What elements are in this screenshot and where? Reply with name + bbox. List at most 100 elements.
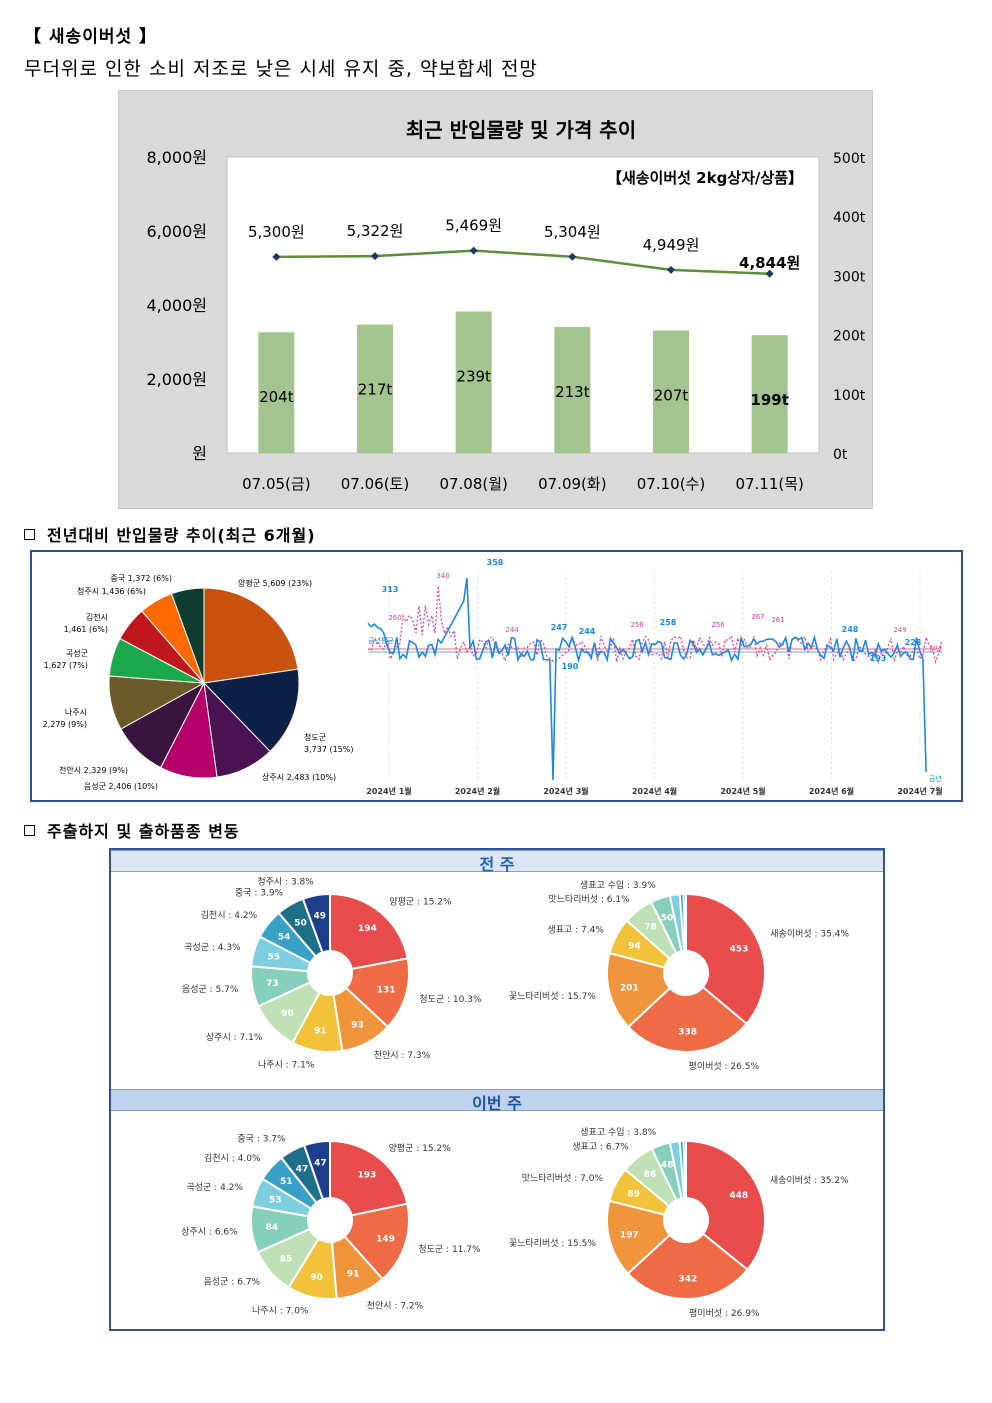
x-axis-tick: 2024년 4월 — [632, 786, 677, 796]
pie-label: 청도군 — [304, 733, 326, 742]
x-axis-tick: 2024년 1월 — [366, 786, 411, 796]
this-week-band: 이번 주 — [111, 1089, 883, 1113]
yearly-comparison-panel: 양평군 5,609 (23%) 청도군 3,737 (15%) 상주시 2,483 (… — [30, 550, 963, 802]
price-label: 5,469원 — [445, 217, 502, 235]
origin-change-heading: 주출하지 및 출하품종 변동 — [24, 818, 240, 842]
volume-trend-heading: 전년대비 반입물량 추이(최근 6개월) — [24, 522, 316, 546]
donut-label: 청도군 : 11.7% — [418, 1244, 481, 1255]
volume-bar — [455, 311, 492, 453]
donut-label: 청도군 : 10.3% — [419, 994, 482, 1005]
donut-label: 맛느타리버섯 : 6.1% — [548, 894, 630, 905]
price-volume-chart-svg: 최근 반입물량 및 가격 추이 【새송이버섯 2kg상자/상품】 8,000원 6… — [146, 118, 866, 493]
donut-value: 448 — [729, 1191, 748, 1201]
price-label: 4,844원 — [739, 254, 800, 272]
donut-value: 93 — [351, 1021, 364, 1031]
donut-value: 89 — [628, 1190, 641, 1200]
donut-label: 천안시 : 7.2% — [367, 1300, 424, 1311]
donut-value: 342 — [679, 1274, 698, 1284]
pie-label: 중국 1,372 (6%) — [110, 574, 172, 583]
pie-label: 곡성군 — [66, 649, 88, 658]
donut-value: 78 — [644, 922, 657, 932]
donut-slice — [302, 1139, 331, 1201]
legend-this-year: 금년 — [929, 774, 942, 783]
donut-value: 73 — [266, 979, 279, 989]
pie-label: 1,461 (6%) — [64, 625, 108, 634]
this-year-annotation: 190 — [562, 662, 579, 671]
left-axis-tick: 8,000원 — [146, 148, 207, 167]
donut-slice — [682, 892, 687, 953]
pie-label: 2,279 (9%) — [43, 720, 87, 729]
donut-value: 47 — [314, 1158, 327, 1168]
donut-value: 194 — [358, 924, 377, 934]
section-title: 【 새송이버섯 】 — [24, 27, 158, 47]
x-axis-tick: 2024년 3월 — [543, 786, 588, 796]
donut-slice — [329, 1139, 409, 1217]
this-year-annotation: 258 — [660, 618, 677, 627]
donut-label: 생표고 : 7.4% — [547, 924, 604, 935]
donut-value: 91 — [314, 1027, 327, 1037]
this-year-annotation: 358 — [487, 558, 504, 567]
this-year-annotation: 193 — [870, 654, 887, 663]
left-axis-tick: 6,000원 — [146, 222, 207, 241]
volume-bar — [653, 330, 689, 453]
x-axis-tick: 07.06(토) — [341, 475, 409, 493]
donut-label: 새송이버섯 : 35.4% — [770, 929, 849, 940]
chart-title: 최근 반입물량 및 가격 추이 — [406, 118, 636, 142]
prev-year-annotation: 261 — [771, 616, 784, 624]
donut-value: 54 — [278, 933, 291, 943]
volume-bar-label: 199t — [750, 391, 788, 409]
pie-label: 상주시 2,483 (10%) — [262, 772, 336, 782]
donut-charts-svg: 194 양평군 : 15.2% 131 청도군 : 10.3% 93 천안시 : 7.3%… — [181, 876, 849, 1319]
donut-label: 양평군 : 15.2% — [389, 896, 452, 907]
donut-value: 51 — [280, 1177, 293, 1187]
donut-slice — [329, 892, 409, 971]
donut-slice — [626, 1232, 749, 1300]
price-marker — [469, 246, 478, 255]
price-label: 4,949원 — [643, 236, 700, 254]
donut-slice — [685, 892, 766, 1026]
legend-prev-year: 전년 — [929, 644, 942, 653]
weekly-shipment-panel: 전 주 이번 주 194 양평군 : 15.2% 131 청도군 : 10.3% 93 천… — [109, 848, 885, 1331]
volume-bar — [357, 324, 393, 453]
prev-year-annotation: 260 — [388, 614, 401, 622]
x-axis-tick: 07.11(목) — [735, 475, 803, 493]
pie-slice — [203, 587, 299, 684]
donut-value: 91 — [347, 1270, 360, 1280]
checkbox-square-icon — [24, 825, 35, 836]
donut-value: 49 — [314, 911, 327, 921]
donut-label: 생표고 수입 : 3.9% — [580, 879, 656, 891]
market-outlook-text: 무더위로 인한 소비 저조로 낮은 시세 유지 중, 약보합세 전망 — [24, 58, 538, 80]
donut-label: 중국 : 3.9% — [235, 888, 284, 899]
x-axis-tick: 2024년 6월 — [809, 786, 854, 796]
prev-year-annotation: 256 — [630, 621, 644, 629]
prev-year-annotation: 267 — [751, 613, 764, 621]
price-marker — [568, 252, 577, 261]
baseline-label: 금년평균 — [368, 636, 394, 645]
x-axis-tick: 07.09(화) — [538, 475, 606, 493]
pie-label: 천안시 2,329 (9%) — [59, 765, 128, 775]
donut-label: 맛느타리버섯 : 7.0% — [522, 1173, 604, 1184]
donut-label: 나주시 : 7.0% — [252, 1305, 309, 1316]
price-label: 5,304원 — [544, 223, 601, 241]
right-axis-tick: 500t — [833, 151, 866, 167]
donut-value: 86 — [644, 1170, 657, 1180]
donut-label: 새송이버섯 : 35.2% — [770, 1175, 849, 1186]
x-axis-tick: 07.08(월) — [439, 475, 507, 493]
donut-value: 338 — [678, 1027, 697, 1037]
donut-value: 94 — [628, 942, 641, 952]
donut-label: 청주시 : 3.8% — [257, 876, 314, 887]
donut-slice — [301, 892, 331, 954]
donut-slice — [343, 1202, 410, 1281]
origin-change-heading-text: 주출하지 및 출하품종 변동 — [47, 822, 240, 841]
donut-label: 김천시 : 4.0% — [204, 1152, 261, 1164]
this-year-annotation: 313 — [382, 585, 399, 594]
pie-label: 1,627 (7%) — [44, 661, 88, 670]
volume-trend-heading-text: 전년대비 반입물량 추이(최근 6개월) — [47, 526, 316, 545]
pie-slice — [170, 587, 205, 684]
price-label: 5,300원 — [248, 223, 305, 241]
donut-label: 생표고 수입 : 3.8% — [580, 1126, 656, 1138]
donut-label: 김천시 : 4.2% — [201, 909, 258, 921]
yearly-comparison-svg: 양평군 5,609 (23%) 청도군 3,737 (15%) 상주시 2,483 (… — [43, 558, 943, 796]
pie-label: 양평군 5,609 (23%) — [238, 578, 312, 588]
donut-value: 453 — [730, 944, 749, 954]
